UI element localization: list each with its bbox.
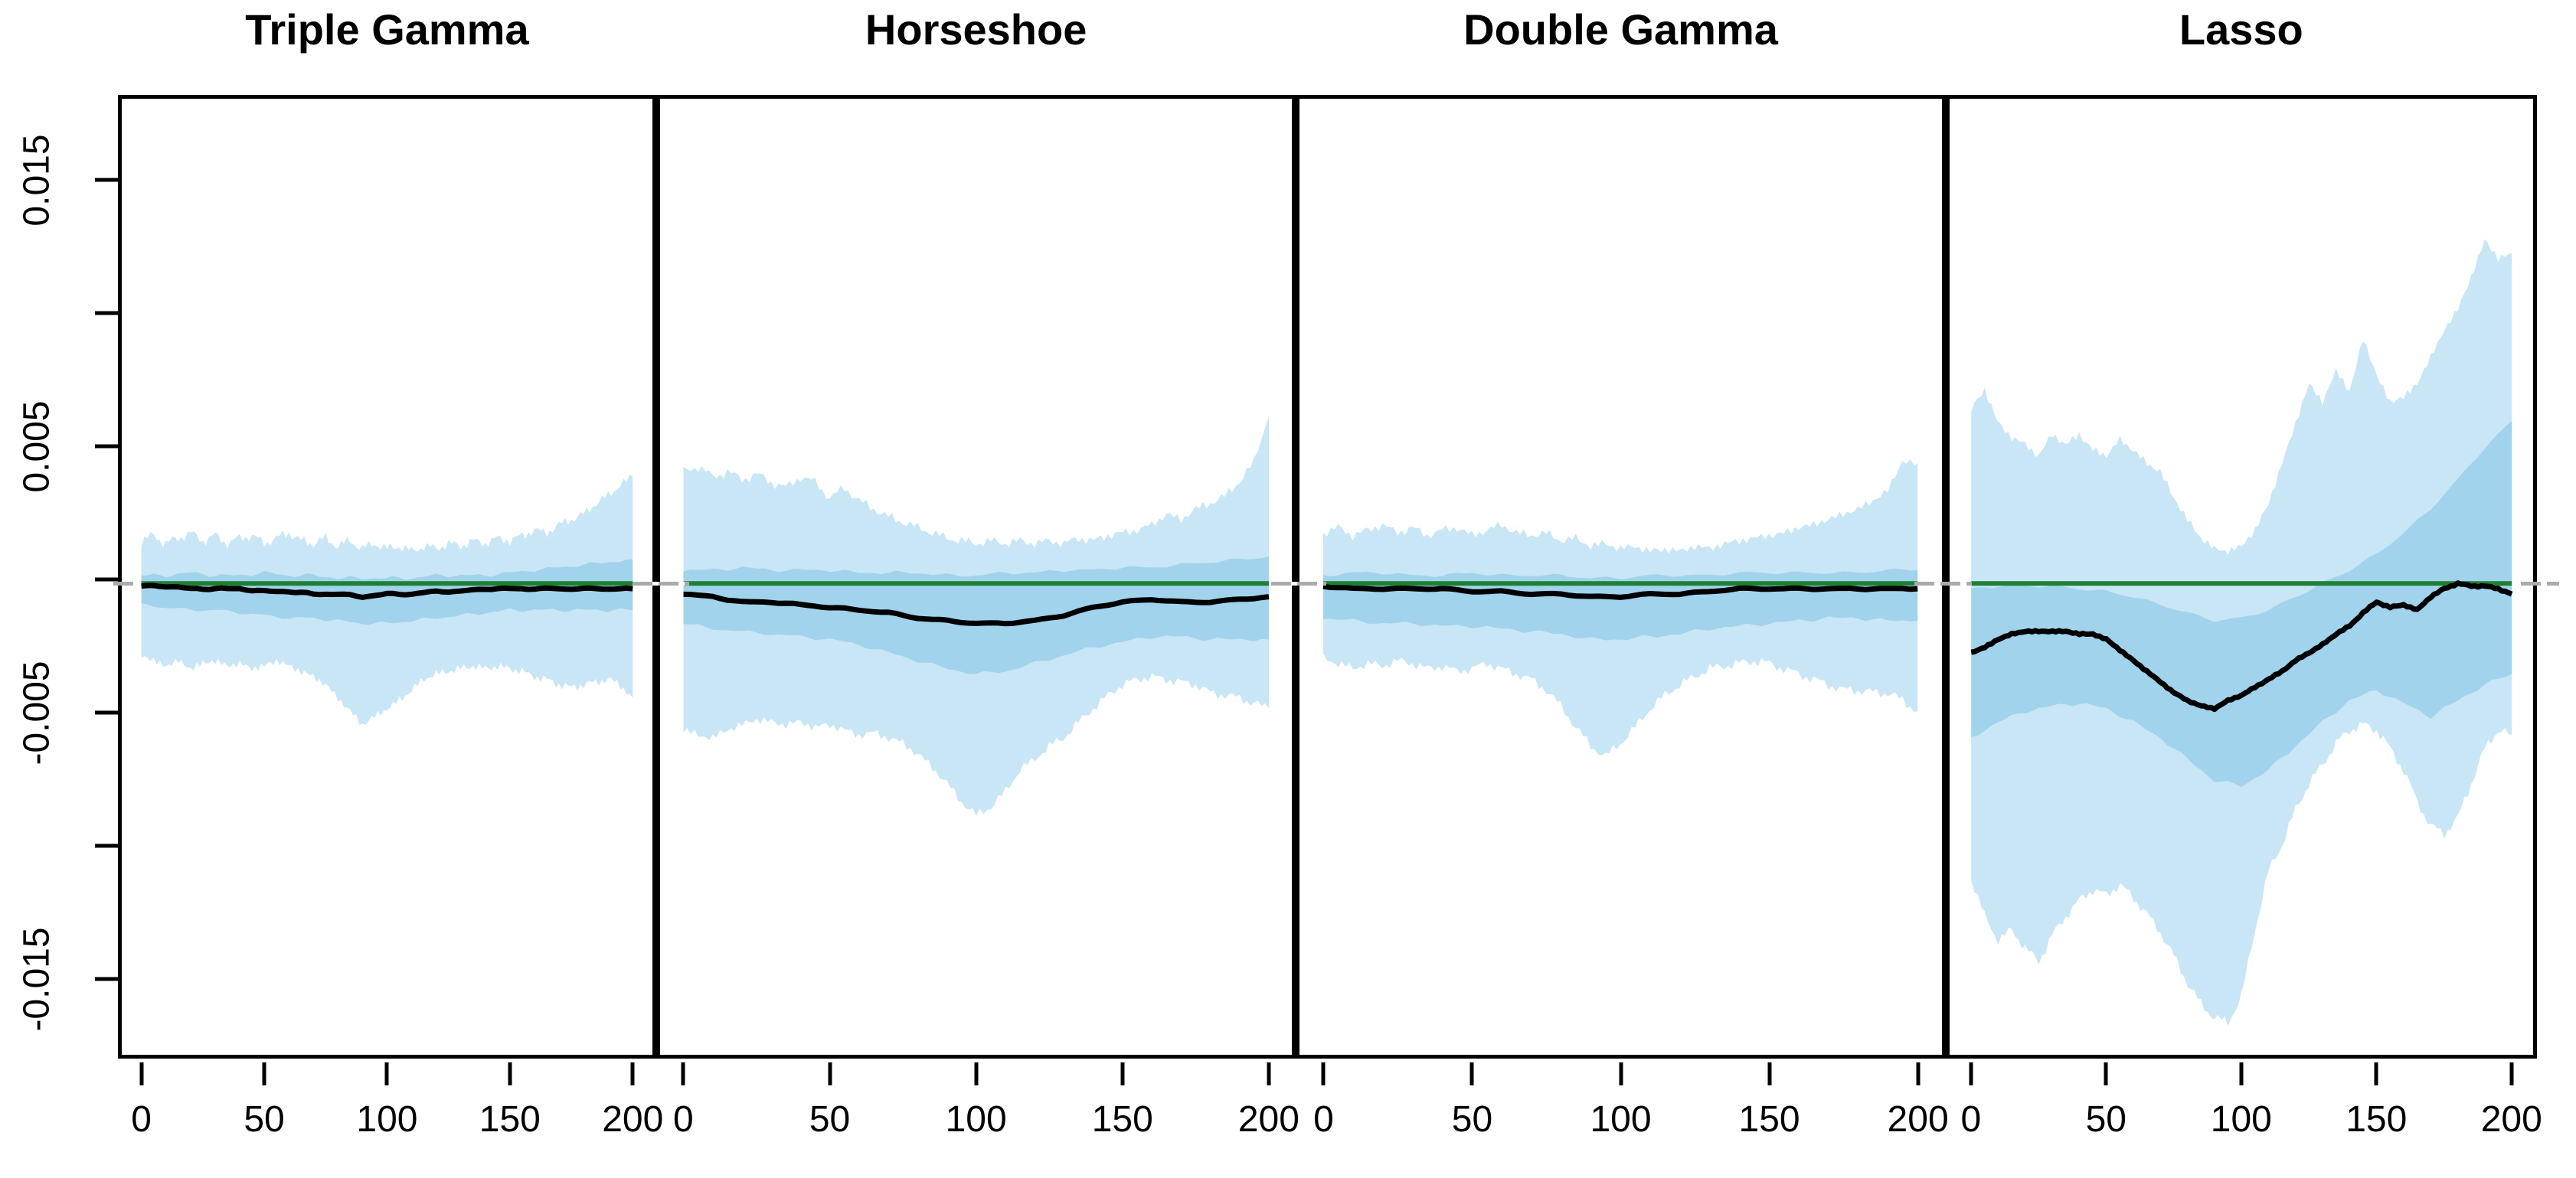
x-axis-horseshoe: 0 50 100 150 200 [660,1059,1299,1178]
x-axis-tick-label: 150 [479,1099,541,1140]
x-axis-tick [262,1062,266,1085]
x-axis-tick-label: 50 [2085,1099,2127,1140]
x-axis-tick-label: 0 [1313,1099,1334,1140]
x-axis-tick-label: 0 [673,1099,694,1140]
x-axis-lasso: 0 50 100 150 200 [1950,1059,2542,1178]
x-axis-tick [681,1062,685,1085]
x-axis-tick [1619,1062,1623,1085]
x-axis-tick [1767,1062,1772,1085]
posterior-median-line [1971,583,2512,710]
y-axis-tick [95,844,118,848]
y-axis: 0.015 0.005 -0.005 -0.015 [0,0,118,1178]
panel-double-gamma: Double Gamma 0 50 100 150 200 [1296,0,1949,1178]
x-axis-tick-label: 100 [2210,1099,2272,1140]
inner-credible-band [683,556,1269,674]
y-axis-tick-label: 0.015 [14,88,60,272]
gray-zero-line-dash [113,582,136,586]
x-axis-tick [1267,1062,1271,1085]
x-axis-tick [2239,1062,2244,1085]
panel-title-double-gamma: Double Gamma [1463,5,1778,54]
x-axis-tick-label: 0 [131,1099,152,1140]
plot-area-double-gamma [1296,95,1946,1059]
x-axis-tick [630,1062,635,1085]
x-axis-tick-label: 150 [2346,1099,2408,1140]
x-axis-triple-gamma: 0 50 100 150 200 [122,1059,663,1178]
panel-row: Triple Gamma 0 50 100 150 200 Horseshoe 0 50 1… [118,0,2542,1178]
x-axis-tick [2374,1062,2378,1085]
x-axis-tick-label: 50 [1451,1099,1493,1140]
y-axis-tick [95,311,118,315]
x-axis-tick [1916,1062,1921,1085]
x-axis-tick-label: 50 [809,1099,851,1140]
x-axis-tick-label: 200 [1887,1099,1949,1140]
x-axis-tick-label: 200 [2480,1099,2542,1140]
x-axis-tick [2509,1062,2514,1085]
y-axis-tick [95,178,118,182]
x-axis-tick [2104,1062,2108,1085]
panel-triple-gamma: Triple Gamma 0 50 100 150 200 [118,0,663,1178]
inner-credible-band [1970,421,2512,788]
y-axis-tick [95,577,118,582]
posterior-median-line [1323,586,1917,597]
x-axis-tick-label: 100 [1590,1099,1652,1140]
x-axis-tick-label: 50 [244,1099,285,1140]
x-axis-tick-label: 0 [1960,1099,1982,1140]
x-axis-tick-label: 150 [1091,1099,1153,1140]
x-axis-tick [139,1062,144,1085]
x-axis-tick-label: 200 [1237,1099,1299,1140]
plot-area-triple-gamma [118,95,656,1059]
x-axis-tick-label: 100 [356,1099,418,1140]
y-axis-tick-label: -0.015 [14,887,60,1071]
panel-title-horseshoe: Horseshoe [865,5,1087,54]
x-axis-tick [1469,1062,1474,1085]
posterior-median-line [142,586,633,598]
x-axis-tick-label: 150 [1738,1099,1800,1140]
plot-area-horseshoe [655,95,1296,1059]
chart-svg-horseshoe [660,416,1293,816]
panel-lasso: Lasso 0 50 100 150 200 [1945,0,2542,1178]
chart-svg-double-gamma [1299,458,1941,755]
x-axis-tick [1321,1062,1326,1085]
x-axis-tick [508,1062,512,1085]
gray-zero-line-dash [633,582,689,586]
chart-svg-lasso [1950,239,2533,1026]
x-axis-tick-label: 200 [602,1099,664,1140]
gray-zero-line-dash [1271,582,1326,586]
y-axis-tick-label-text: -0.005 [16,661,57,765]
posterior-median-line [683,594,1268,623]
y-axis-tick-label-text: -0.015 [16,927,57,1032]
x-axis-tick [1120,1062,1125,1085]
y-axis-tick-label: 0.005 [14,354,60,538]
x-axis-double-gamma: 0 50 100 150 200 [1299,1059,1949,1178]
plot-area-lasso [1945,95,2537,1059]
panel-horseshoe: Horseshoe 0 50 100 150 200 [655,0,1299,1178]
x-axis-tick [828,1062,832,1085]
gray-zero-line-dash [1914,582,1972,586]
x-axis-tick-label: 100 [945,1099,1007,1140]
panel-title-lasso: Lasso [2179,5,2303,54]
y-axis-tick-label-text: 0.015 [16,134,57,227]
y-axis-tick [95,977,118,981]
panel-title-triple-gamma: Triple Gamma [245,5,529,54]
chart-svg-triple-gamma [122,474,652,726]
y-axis-tick-label-text: 0.005 [16,400,57,493]
x-axis-tick [974,1062,979,1085]
gray-zero-line-dash [2521,582,2559,586]
x-axis-tick [384,1062,389,1085]
y-axis-tick [95,710,118,715]
y-axis-tick-label: -0.005 [14,621,60,804]
y-axis-tick [95,444,118,449]
x-axis-tick [1969,1062,1973,1085]
